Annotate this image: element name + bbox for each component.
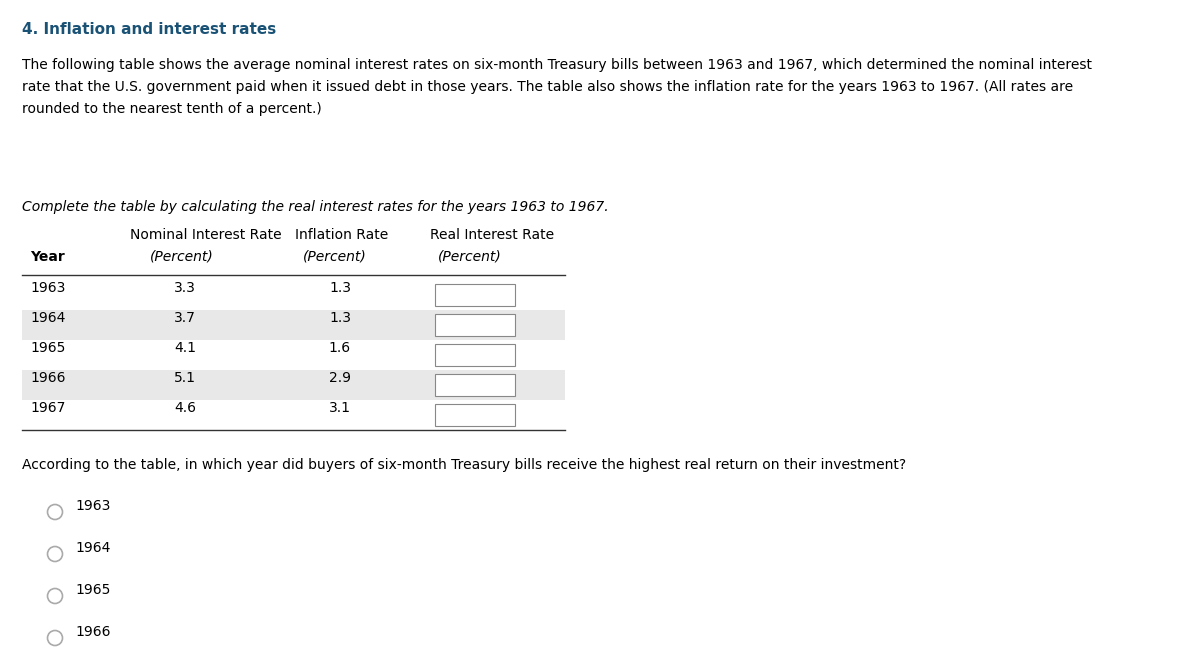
Text: 1.3: 1.3: [329, 311, 352, 325]
Bar: [436, 404, 515, 426]
Bar: [436, 314, 515, 336]
Text: (Percent): (Percent): [150, 250, 214, 264]
Text: 1963: 1963: [74, 499, 110, 513]
Text: Real Interest Rate: Real Interest Rate: [430, 228, 554, 242]
Text: Nominal Interest Rate: Nominal Interest Rate: [130, 228, 282, 242]
Text: (Percent): (Percent): [302, 250, 367, 264]
Text: 1.6: 1.6: [329, 341, 352, 355]
Text: 5.1: 5.1: [174, 371, 196, 385]
Text: 1966: 1966: [74, 625, 110, 639]
Text: According to the table, in which year did buyers of six-month Treasury bills rec: According to the table, in which year di…: [22, 458, 906, 472]
Text: 3.3: 3.3: [174, 281, 196, 295]
Text: 4. Inflation and interest rates: 4. Inflation and interest rates: [22, 22, 276, 37]
Text: Year: Year: [30, 250, 65, 264]
Text: Inflation Rate: Inflation Rate: [295, 228, 389, 242]
Text: 1965: 1965: [74, 583, 110, 597]
Text: 1965: 1965: [30, 341, 65, 355]
Bar: [22, 370, 565, 400]
Text: (Percent): (Percent): [438, 250, 502, 264]
Text: 1967: 1967: [30, 401, 65, 415]
Text: 1.3: 1.3: [329, 281, 352, 295]
Text: 4.6: 4.6: [174, 401, 196, 415]
Text: 1966: 1966: [30, 371, 66, 385]
Text: 1964: 1964: [30, 311, 65, 325]
Bar: [436, 374, 515, 396]
Text: Complete the table by calculating the real interest rates for the years 1963 to : Complete the table by calculating the re…: [22, 200, 608, 214]
Text: rounded to the nearest tenth of a percent.): rounded to the nearest tenth of a percen…: [22, 102, 322, 116]
Text: 1964: 1964: [74, 541, 110, 555]
Text: 3.7: 3.7: [174, 311, 196, 325]
Bar: [436, 284, 515, 306]
Text: The following table shows the average nominal interest rates on six-month Treasu: The following table shows the average no…: [22, 58, 1092, 72]
Text: 3.1: 3.1: [329, 401, 352, 415]
Bar: [22, 310, 565, 340]
Text: rate that the U.S. government paid when it issued debt in those years. The table: rate that the U.S. government paid when …: [22, 80, 1073, 94]
Text: 4.1: 4.1: [174, 341, 196, 355]
Text: 1963: 1963: [30, 281, 65, 295]
Bar: [436, 344, 515, 366]
Text: 2.9: 2.9: [329, 371, 352, 385]
